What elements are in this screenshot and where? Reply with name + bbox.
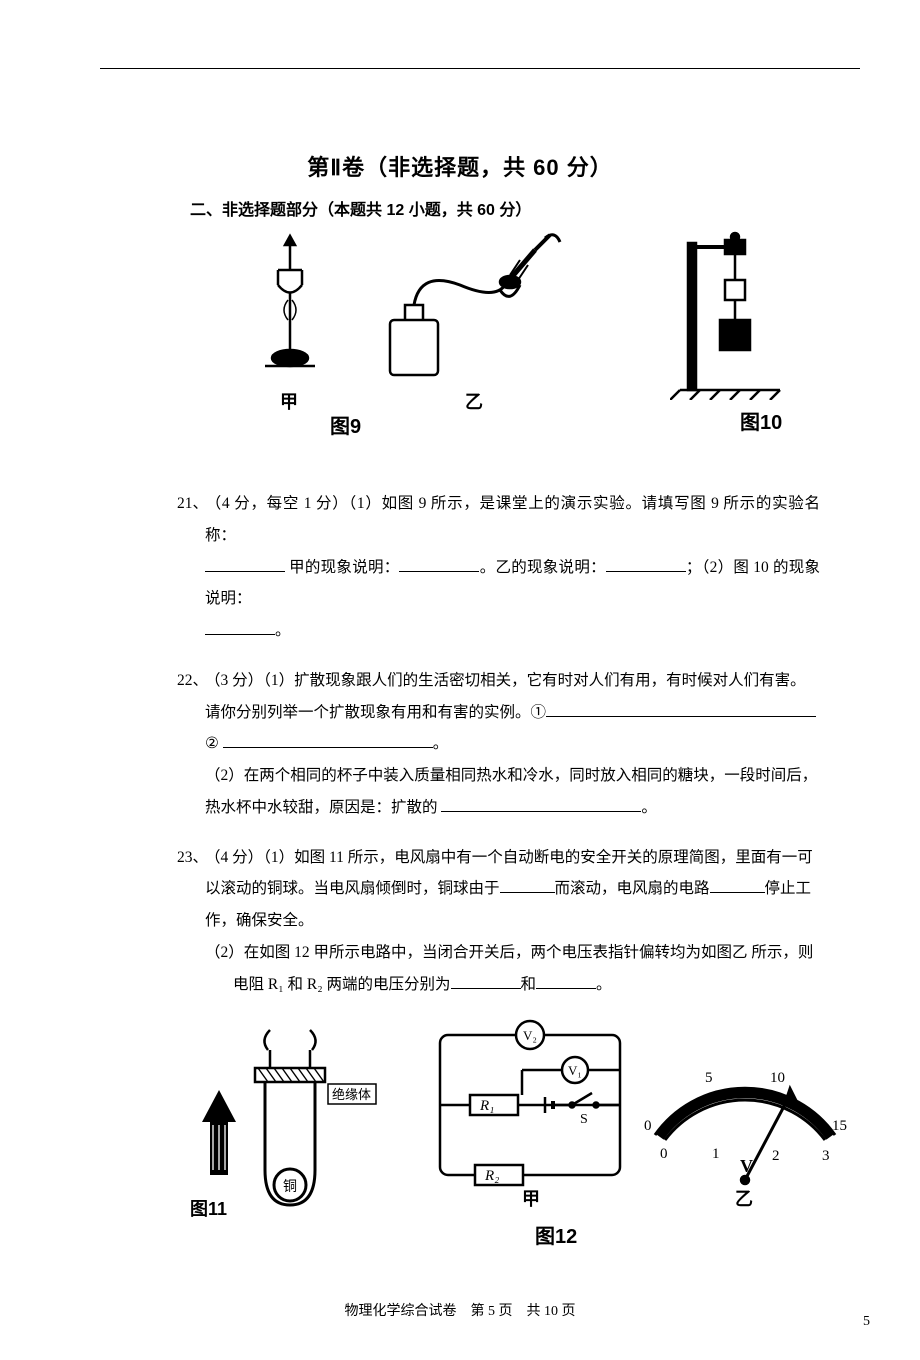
q23-l4: （2）在如图 12 甲所示电路中，当闭合开关后，两个电压表指针偏转均为如图乙 所… xyxy=(205,944,813,961)
q22-l5b: 。 xyxy=(641,799,657,816)
fig12-caption: 图12 xyxy=(535,1220,577,1249)
fig12-r1-label: R₁ xyxy=(479,1098,494,1114)
q21-text-3: 。乙的现象说明： xyxy=(479,559,605,576)
q22-l3a: ② xyxy=(205,735,219,752)
q23-l5b: 和 xyxy=(521,976,537,993)
fig10-drawing xyxy=(670,225,800,400)
fig11-insulator-label: 绝缘体 xyxy=(332,1087,371,1102)
fig12-v1-label: V₁ xyxy=(568,1063,582,1078)
fig12b-b2: 2 xyxy=(772,1148,780,1164)
fig11-drawing: 绝缘体 铜 xyxy=(190,1020,380,1220)
q22-l5a: 热水杯中水较甜，原因是：扩散的 xyxy=(205,799,441,816)
q22-l2: 请你分别列举一个扩散现象有用和有害的实例。① xyxy=(205,704,546,721)
q23-l2b: 而滚动，电风扇的电路 xyxy=(555,880,710,897)
q21-number: 21、 xyxy=(177,488,205,520)
fig9-b-label: 乙 xyxy=(465,388,483,414)
top-rule xyxy=(100,68,860,69)
q23-blank-1[interactable] xyxy=(500,878,555,893)
fig12b-b3: 3 xyxy=(822,1148,830,1164)
q23-blank-4[interactable] xyxy=(536,974,596,989)
q21-text-1: （4 分，每空 1 分）（1）如图 9 所示，是课堂上的演示实验。请填写图 9 … xyxy=(205,495,820,544)
q21-blank-2[interactable] xyxy=(399,557,479,572)
fig12-r2-label: R₂ xyxy=(484,1168,499,1184)
q21-blank-4[interactable] xyxy=(205,620,275,635)
q21-blank-1[interactable] xyxy=(205,557,285,572)
fig12b-t5: 5 xyxy=(705,1070,713,1086)
fig12-sub-a: 甲 xyxy=(522,1189,540,1209)
fig9-a-drawing xyxy=(230,230,350,390)
q22-blank-3[interactable] xyxy=(441,797,641,812)
question-23: 23、（4 分）（1）如图 11 所示，电风扇中有一个自动断电的安全开关的原理简… xyxy=(205,842,820,1001)
fig11-caption: 图11 xyxy=(190,1195,227,1221)
q23-l3: 作，确保安全。 xyxy=(205,912,314,929)
q22-l3b: 。 xyxy=(433,735,449,752)
fig9-caption: 图9 xyxy=(330,410,361,439)
fig12b-t0: 0 xyxy=(644,1118,652,1134)
q23-l1: （4 分）（1）如图 11 所示，电风扇中有一个自动断电的安全开关的原理简图，里… xyxy=(205,849,813,866)
fig12-s-label: S xyxy=(580,1112,588,1127)
fig9-a-label: 甲 xyxy=(280,388,298,414)
page-number: 5 xyxy=(863,1314,870,1330)
fig12b-b1: 1 xyxy=(712,1146,720,1162)
page-footer: 物理化学综合试卷 第 5 页 共 10 页 xyxy=(40,1300,880,1320)
fig12b-b0: 0 xyxy=(660,1146,668,1162)
fig12b-t10: 10 xyxy=(770,1070,785,1086)
q22-blank-2[interactable] xyxy=(223,733,433,748)
fig12-v2-label: V₂ xyxy=(523,1028,537,1043)
question-21: 21、（4 分，每空 1 分）（1）如图 9 所示，是课堂上的演示实验。请填写图… xyxy=(205,488,820,647)
q23-l5c: 。 xyxy=(596,976,612,993)
q22-l4: （2）在两个相同的杯子中装入质量相同热水和冷水，同时放入相同的糖块，一段时间后， xyxy=(205,767,817,784)
exam-page: 第Ⅱ卷（非选择题，共 60 分） 二、非选择题部分（本题共 12 小题，共 60… xyxy=(0,0,920,1360)
fig11-ball-label: 铜 xyxy=(283,1179,297,1195)
fig9-b-drawing xyxy=(360,230,580,390)
fig12b-t15: 15 xyxy=(832,1118,847,1134)
q21-text-2: 甲的现象说明： xyxy=(285,559,399,576)
section-title: 第Ⅱ卷（非选择题，共 60 分） xyxy=(40,150,880,182)
q23-l5a: 电阻 R₁ 和 R₂ 两端的电压分别为 xyxy=(233,976,451,993)
sub-title: 二、非选择题部分（本题共 12 小题，共 60 分） xyxy=(190,196,880,220)
q23-l2c: 停止工 xyxy=(765,880,812,897)
fig12-sub-b: 乙 xyxy=(735,1189,753,1209)
fig10-caption: 图10 xyxy=(740,406,782,435)
figure-row-9-10: 甲 乙 图9 xyxy=(180,230,840,430)
q23-blank-2[interactable] xyxy=(710,878,765,893)
q21-blank-3[interactable] xyxy=(606,557,686,572)
q23-l2a: 以滚动的铜球。当电风扇倾倒时，铜球由于 xyxy=(205,880,500,897)
question-22: 22、（3 分）（1）扩散现象跟人们的生活密切相关，它有时对人们有用，有时候对人… xyxy=(205,665,820,824)
q22-number: 22、 xyxy=(177,665,205,697)
q22-blank-1[interactable] xyxy=(546,702,816,717)
q21-tail: 。 xyxy=(275,622,291,639)
q23-number: 23、 xyxy=(177,842,205,874)
q22-l1: （3 分）（1）扩散现象跟人们的生活密切相关，它有时对人们有用，有时候对人们有害… xyxy=(205,672,806,689)
fig12-b-drawing: 0 5 10 15 0 1 2 3 V 乙 xyxy=(640,1040,850,1210)
figure-row-11-12: 绝缘体 铜 图11 xyxy=(190,1020,840,1240)
q23-blank-3[interactable] xyxy=(451,974,521,989)
fig12b-unit: V xyxy=(740,1156,753,1176)
fig12-a-drawing: V₂ V₁ R₁ R₂ S 甲 xyxy=(420,1015,640,1215)
